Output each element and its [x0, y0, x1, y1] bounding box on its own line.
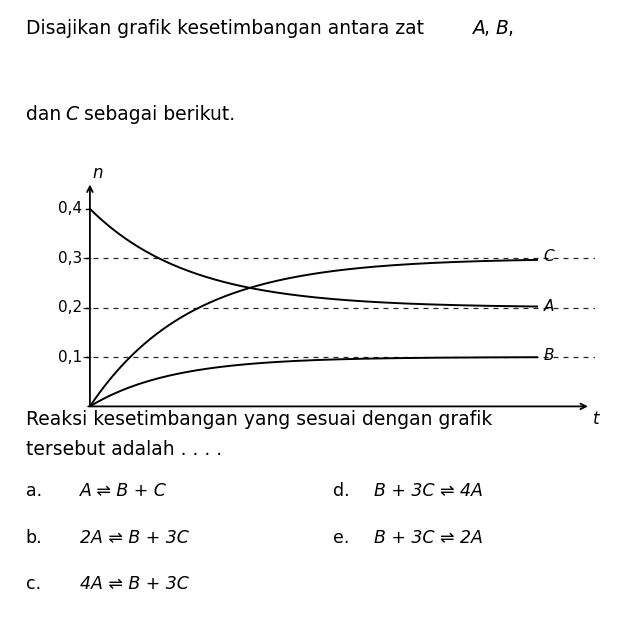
Text: B + 3C ⇌ 4A: B + 3C ⇌ 4A: [374, 483, 483, 500]
Text: c.: c.: [26, 575, 41, 593]
Text: dan: dan: [26, 106, 67, 124]
Text: B + 3C ⇌ 2A: B + 3C ⇌ 2A: [374, 529, 483, 547]
Text: 4A ⇌ B + 3C: 4A ⇌ B + 3C: [80, 575, 189, 593]
Text: e.: e.: [333, 529, 349, 547]
Text: a.: a.: [26, 483, 42, 500]
Text: A ⇌ B + C: A ⇌ B + C: [80, 483, 167, 500]
Text: ,: ,: [484, 19, 497, 38]
Text: A: A: [544, 299, 554, 314]
Text: A: A: [473, 19, 486, 38]
Text: 0,1: 0,1: [58, 349, 82, 365]
Text: ,: ,: [508, 19, 513, 38]
Text: 2A ⇌ B + 3C: 2A ⇌ B + 3C: [80, 529, 189, 547]
Text: tersebut adalah . . . .: tersebut adalah . . . .: [26, 440, 221, 460]
Text: 0,4: 0,4: [58, 202, 82, 216]
Text: n: n: [92, 164, 102, 182]
Text: 0,3: 0,3: [58, 251, 82, 266]
Text: C: C: [65, 106, 79, 124]
Text: d.: d.: [333, 483, 349, 500]
Text: B: B: [496, 19, 509, 38]
Text: 0,2: 0,2: [58, 300, 82, 315]
Text: C: C: [544, 249, 554, 264]
Text: sebagai berikut.: sebagai berikut.: [78, 106, 236, 124]
Text: B: B: [544, 348, 554, 363]
Text: Disajikan grafik kesetimbangan antara zat: Disajikan grafik kesetimbangan antara za…: [26, 19, 429, 38]
Text: t: t: [593, 410, 600, 428]
Text: b.: b.: [26, 529, 42, 547]
Text: Reaksi kesetimbangan yang sesuai dengan grafik: Reaksi kesetimbangan yang sesuai dengan …: [26, 410, 492, 429]
